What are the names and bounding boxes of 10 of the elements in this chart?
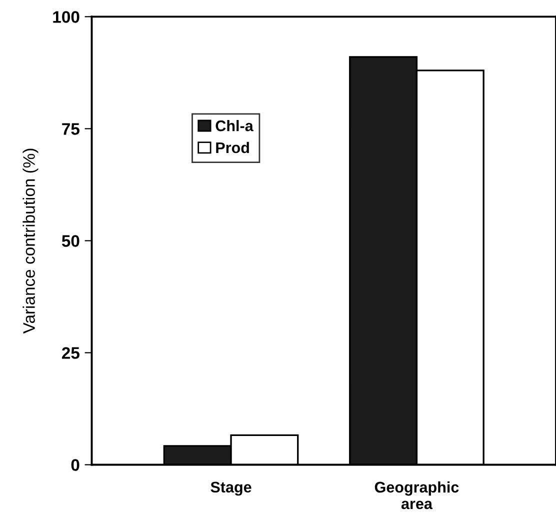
y-tick-label: 50: [62, 235, 80, 247]
x-tick-label: Stage: [210, 482, 252, 496]
legend-label: Prod: [216, 142, 249, 154]
y-tick-label: 100: [53, 11, 80, 23]
y-tick-label: 75: [62, 123, 80, 135]
y-tick-label: 25: [62, 347, 80, 359]
x-tick-label: Geographic area: [374, 481, 459, 510]
legend-label: Chl-a: [216, 120, 254, 132]
y-axis-title: Variance contribution (%): [22, 148, 38, 334]
y-tick-label: 0: [71, 459, 80, 471]
